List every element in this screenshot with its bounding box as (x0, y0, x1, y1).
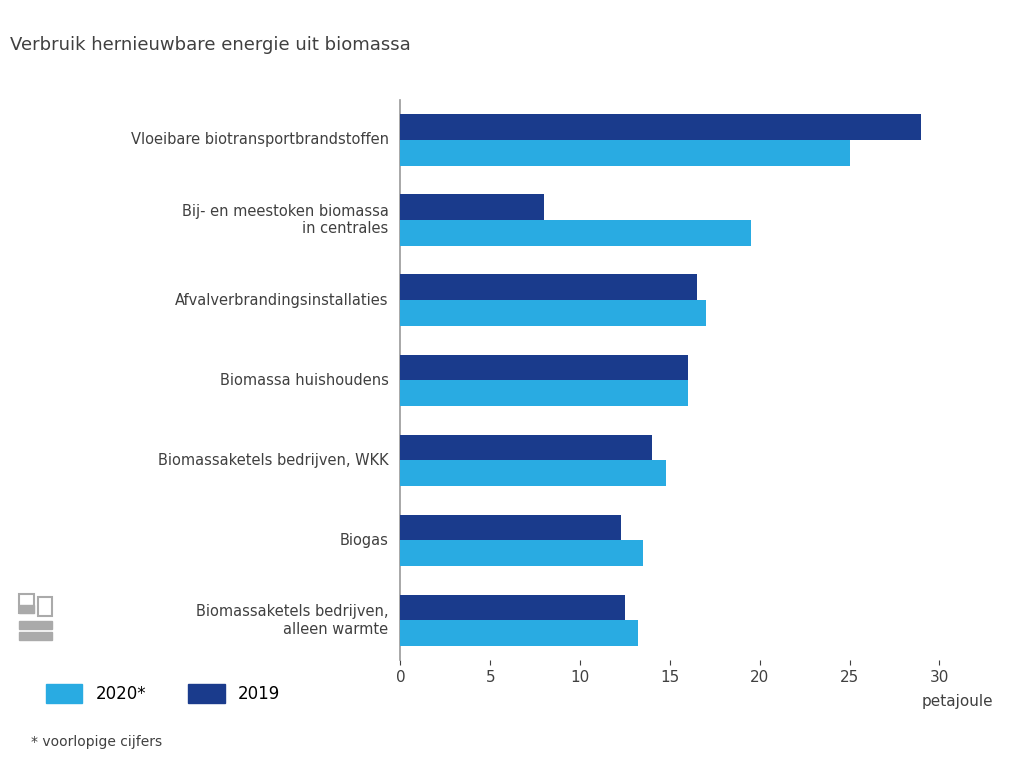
Bar (19, 594, 34, 613)
Bar (400, 355, 688, 380)
Bar (400, 140, 850, 166)
Text: Biomassaketels bedrijven,
alleen warmte: Biomassaketels bedrijven, alleen warmte (196, 604, 388, 637)
Bar (400, 460, 667, 486)
Text: * voorlopige cijfers: * voorlopige cijfers (31, 735, 162, 749)
Text: Afvalverbrandingsinstallaties: Afvalverbrandingsinstallaties (175, 293, 388, 307)
Bar (19, 631, 52, 640)
Bar (400, 380, 688, 406)
Bar (400, 274, 696, 300)
Bar (19, 621, 52, 629)
Bar (400, 220, 751, 246)
Bar (400, 541, 643, 566)
Text: Biogas: Biogas (340, 533, 388, 548)
Bar (400, 300, 706, 326)
Legend: 2020*, 2019: 2020*, 2019 (39, 677, 287, 710)
Text: Bij- en meestoken biomassa
in centrales: Bij- en meestoken biomassa in centrales (181, 204, 388, 237)
Text: Vloeibare biotransportbrandstoffen: Vloeibare biotransportbrandstoffen (130, 132, 388, 147)
Bar (400, 515, 622, 541)
Text: Biomassa huishoudens: Biomassa huishoudens (220, 372, 388, 388)
Bar (19, 605, 34, 613)
Bar (400, 435, 652, 460)
X-axis label: petajoule: petajoule (922, 694, 993, 709)
Text: Verbruik hernieuwbare energie uit biomassa: Verbruik hernieuwbare energie uit biomas… (10, 36, 411, 54)
Bar (38, 597, 52, 616)
Bar (400, 194, 544, 220)
Bar (400, 594, 625, 621)
Text: Biomassaketels bedrijven, WKK: Biomassaketels bedrijven, WKK (158, 453, 388, 468)
Bar (400, 621, 638, 646)
Bar (400, 114, 922, 140)
